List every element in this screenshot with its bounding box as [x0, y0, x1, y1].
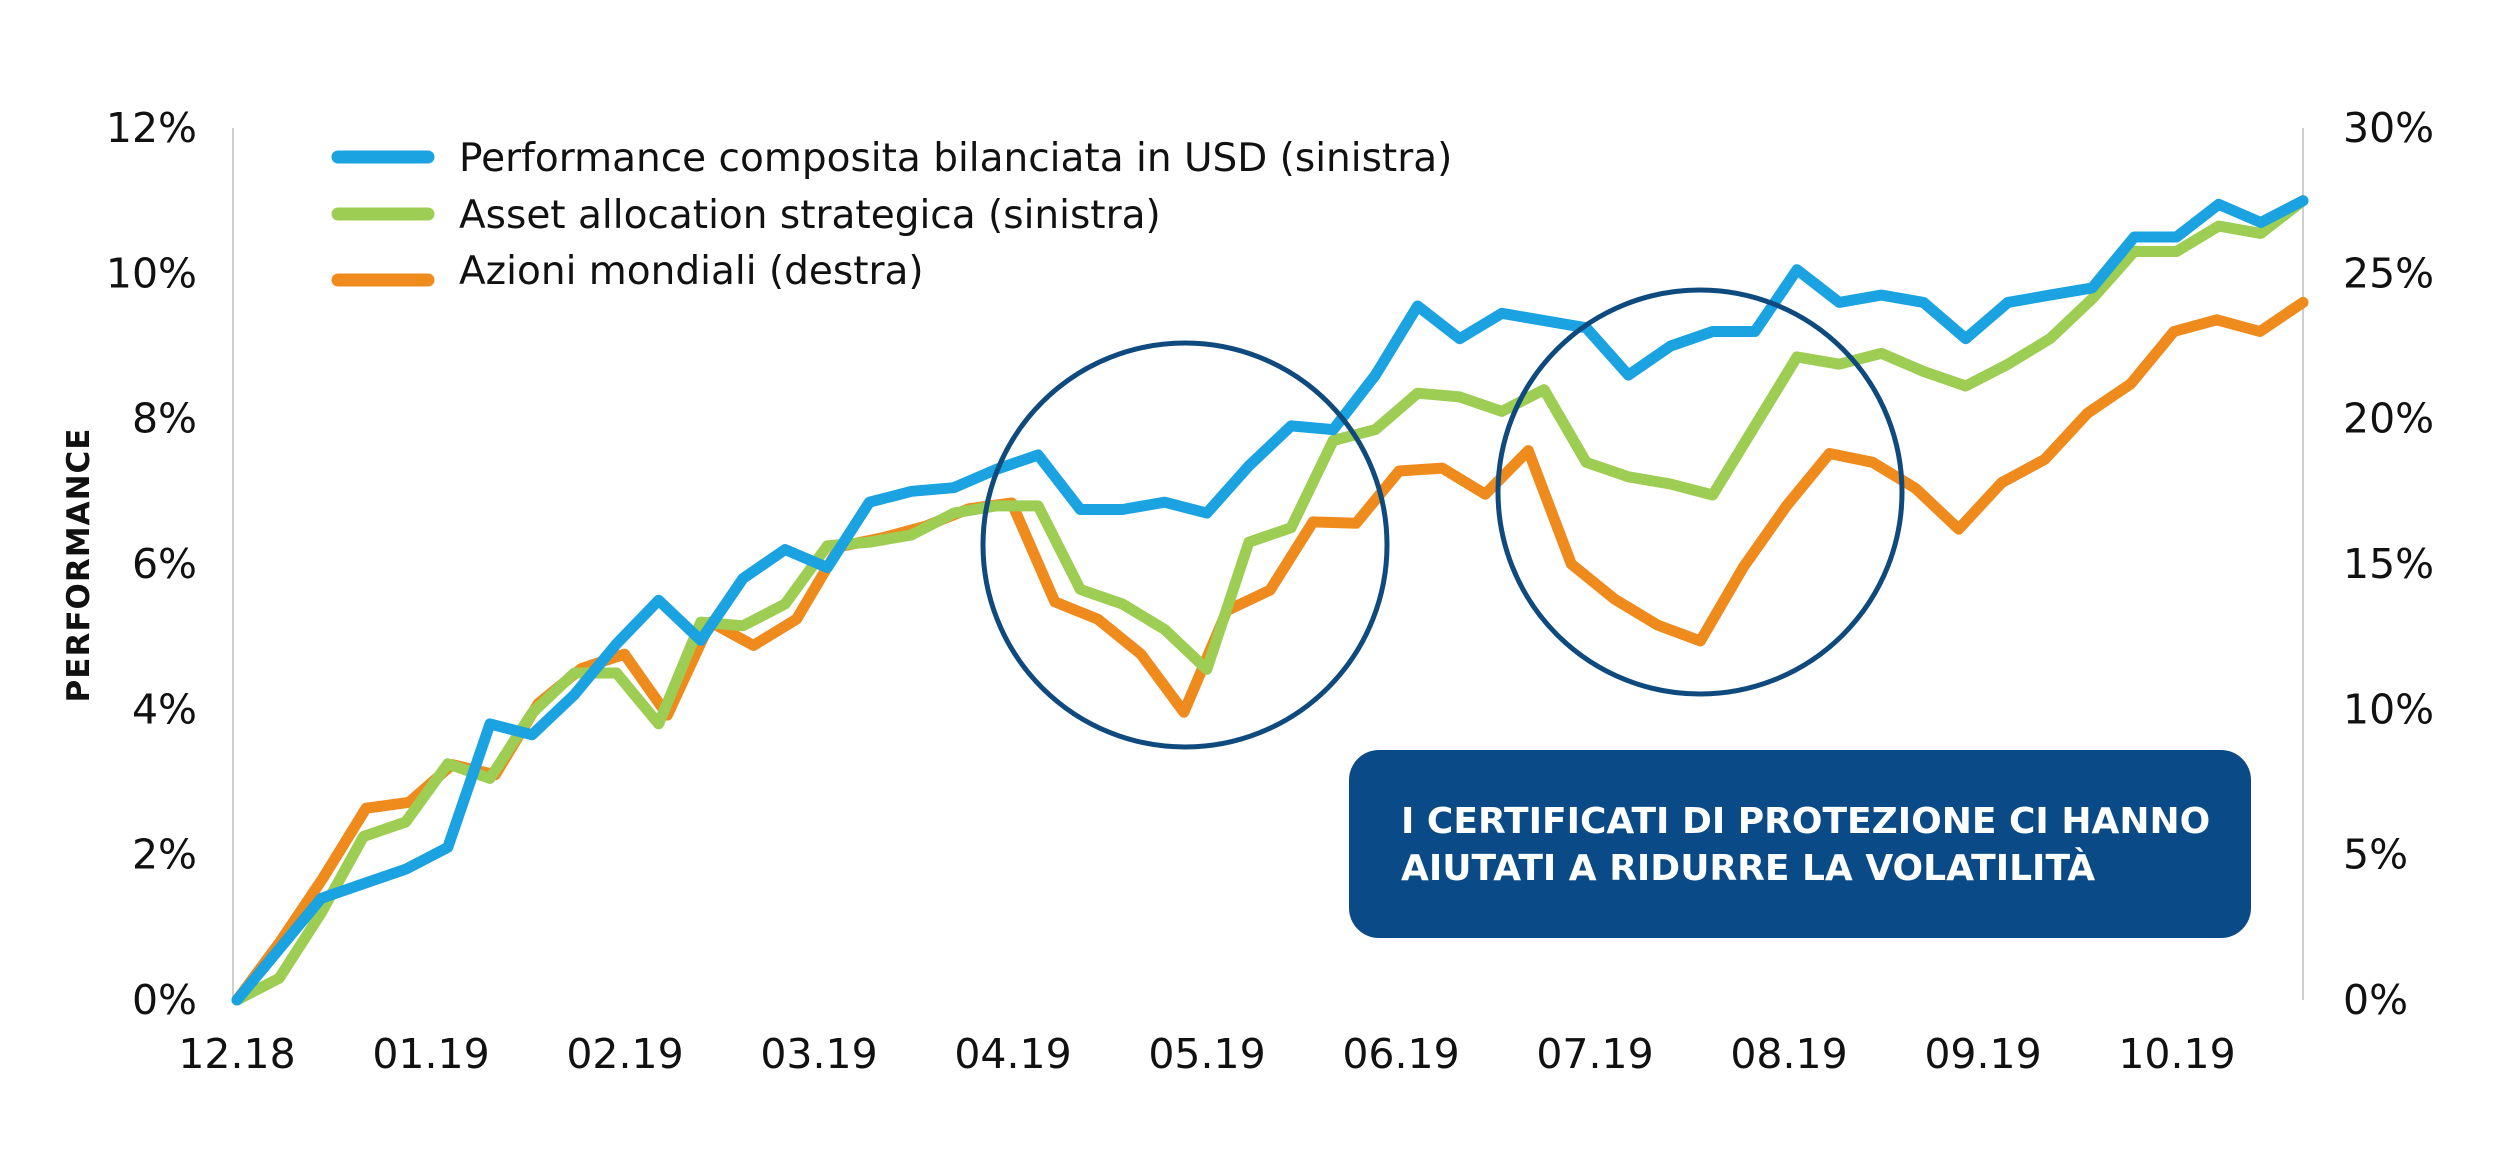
- x-tick-label: 08.19: [1730, 1030, 1847, 1078]
- x-tick-label: 06.19: [1342, 1030, 1459, 1078]
- legend-label-strategica: Asset allocation strategica (sinistra): [459, 193, 1161, 238]
- right-tick-label: 25%: [2343, 249, 2434, 297]
- x-tick-label: 01.19: [372, 1030, 489, 1078]
- x-axis-ticks: 12.18 01.19 02.19 03.19 04.19 05.19 06.19 07.19…: [178, 1030, 2235, 1078]
- legend-label-azioni: Azioni mondiali (destra): [459, 249, 924, 294]
- right-axis-ticks: 0% 5% 10% 15% 20% 25% 30%: [2343, 104, 2434, 1024]
- x-tick-label: 10.19: [2118, 1030, 2235, 1078]
- left-tick-label: 6%: [132, 540, 197, 588]
- left-tick-label: 2%: [132, 831, 197, 879]
- x-tick-label: 09.19: [1924, 1030, 2041, 1078]
- right-tick-label: 30%: [2343, 104, 2434, 152]
- x-tick-label: 07.19: [1536, 1030, 1653, 1078]
- series-line-0: [231, 195, 2309, 1006]
- x-tick-label: 02.19: [566, 1030, 683, 1078]
- right-tick-label: 10%: [2343, 685, 2434, 733]
- callout-line-2: AIUTATI A RIDURRE LA VOLATILITÀ: [1401, 848, 2096, 889]
- callout-line-1: I CERTIFICATI DI PROTEZIONE CI HANNO: [1401, 801, 2211, 842]
- right-tick-label: 5%: [2343, 831, 2408, 879]
- x-tick-label: 05.19: [1148, 1030, 1265, 1078]
- left-tick-label: 0%: [132, 976, 197, 1024]
- y-axis-title: PERFORMANCE: [61, 428, 97, 703]
- legend-label-usd: Performance composita bilanciata in USD …: [459, 136, 1452, 181]
- left-axis-ticks: 0% 2% 4% 6% 8% 10% 12%: [106, 104, 197, 1024]
- legend: Performance composita bilanciata in USD …: [331, 136, 1452, 294]
- highlight-circle-august: [1495, 287, 1905, 697]
- x-tick-label: 03.19: [760, 1030, 877, 1078]
- left-tick-label: 10%: [106, 249, 197, 297]
- volatility-callout: I CERTIFICATI DI PROTEZIONE CI HANNO AIU…: [1349, 750, 2251, 938]
- right-tick-label: 20%: [2343, 395, 2434, 443]
- left-tick-label: 4%: [132, 685, 197, 733]
- right-tick-label: 0%: [2343, 976, 2408, 1024]
- highlight-circle-may: [980, 340, 1390, 750]
- left-tick-label: 12%: [106, 104, 197, 152]
- x-tick-label: 04.19: [954, 1030, 1071, 1078]
- x-tick-label: 12.18: [178, 1030, 295, 1078]
- series-layer: [231, 195, 2309, 1006]
- series-line-1: [231, 195, 2309, 1006]
- left-tick-label: 8%: [132, 395, 197, 443]
- right-tick-label: 15%: [2343, 540, 2434, 588]
